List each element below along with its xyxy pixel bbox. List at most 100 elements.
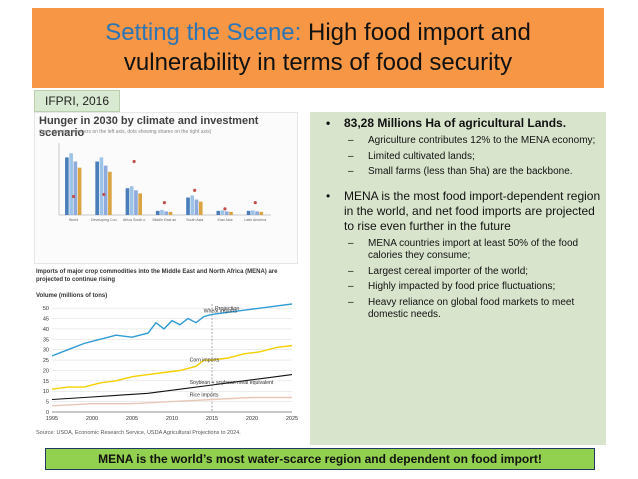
bullet-glyph: •: [326, 116, 331, 130]
hunger-bar: [129, 186, 134, 215]
imports-x-tick-label: 2020: [246, 416, 258, 422]
sub-item: – Agriculture contributes 12% to the MENA…: [348, 135, 604, 148]
imports-series-label: Corn imports: [190, 357, 220, 363]
hunger-bar: [259, 211, 264, 215]
imports-series-line: [51, 303, 293, 357]
hunger-category-label: Africa South o: [123, 218, 146, 222]
imports-y-tick-label: 35: [43, 337, 49, 343]
imports-y-tick-label: 40: [43, 327, 49, 333]
hunger-category-label: Developing Cou: [91, 218, 117, 222]
bullet-import-dependence: • MENA is the most food import-dependent…: [326, 189, 604, 234]
sub-item: – MENA countries import at least 50% of t…: [348, 238, 604, 263]
imports-y-tick-label: 0: [46, 410, 49, 416]
imports-figure: Imports of major crop commodities into t…: [34, 268, 298, 442]
sub-glyph: –: [348, 237, 354, 249]
hunger-bar: [229, 211, 233, 215]
imports-y-tick-label: 50: [43, 306, 49, 312]
bullet-list: • 83,28 Millions Ha of agricultural Land…: [326, 116, 604, 325]
sub-glyph: –: [348, 166, 354, 177]
hunger-bar: [220, 210, 225, 215]
hunger-figure: Hunger in 2030 by climate and investment…: [34, 112, 298, 264]
hunger-bar: [134, 190, 138, 215]
sub-text: Agriculture contributes 12% to the MENA …: [368, 135, 596, 146]
hunger-bar: [194, 199, 199, 215]
hunger-bar: [69, 153, 73, 215]
sub-text: Largest cereal importer of the world;: [368, 265, 529, 277]
source-tag: IFPRI, 2016: [34, 90, 120, 112]
imports-y-tick-label: 25: [43, 358, 49, 364]
imports-y-tick-label: 10: [43, 389, 49, 395]
hunger-bar: [103, 165, 108, 215]
hunger-category-label: Middle East an: [153, 218, 177, 222]
sub-glyph: –: [348, 135, 354, 146]
hunger-category-label: South Asia: [186, 218, 203, 222]
sub-list: – MENA countries import at least 50% of t…: [326, 238, 604, 322]
hunger-share-dot: [132, 159, 136, 164]
hunger-bar: [198, 201, 203, 215]
imports-x-tick-label: 2025: [286, 416, 298, 422]
hunger-bar: [77, 167, 82, 215]
sub-text: Heavy reliance on global food markets to…: [368, 296, 575, 321]
imports-series-label: Soybean + soybean meal equivalent: [190, 380, 274, 386]
imports-x-tick-label: 2015: [206, 416, 218, 422]
sub-item: – Limited cultivated lands;: [348, 151, 604, 164]
bullet-glyph: •: [326, 188, 331, 203]
imports-x-tick-label: 2010: [166, 416, 178, 422]
hunger-bar: [255, 211, 259, 215]
sub-item: – Small farms (less than 5ha) are the bac…: [348, 166, 604, 179]
hunger-bar: [160, 209, 164, 215]
sub-item: – Heavy reliance on global food markets t…: [348, 297, 604, 322]
hunger-bar: [138, 193, 142, 215]
imports-series-label: Rice imports: [190, 393, 219, 399]
hunger-bar: [65, 157, 69, 215]
bullet-panel: • 83,28 Millions Ha of agricultural Land…: [310, 112, 606, 445]
hunger-bar: [73, 161, 78, 215]
hunger-category-label: World: [69, 218, 78, 222]
hunger-bar: [155, 210, 160, 215]
hunger-bar: [190, 195, 195, 215]
imports-series-line: [51, 344, 293, 390]
sub-item: – Largest cereal importer of the world;: [348, 266, 604, 279]
hunger-figure-title: Hunger in 2030 by climate and investment…: [39, 115, 259, 139]
hunger-share-dot: [162, 201, 166, 205]
bullet-agricultural-lands: • 83,28 Millions Ha of agricultural Land…: [326, 116, 604, 131]
hunger-bar: [224, 211, 229, 215]
sub-item: – Highly impacted by food price fluctuati…: [348, 281, 604, 294]
hunger-bar: [108, 171, 112, 215]
imports-x-tick-label: 2000: [86, 416, 98, 422]
hunger-category-label: East Asia: [217, 218, 232, 222]
hunger-figure-subtitle: (bars showing numbers on the left axis, …: [39, 129, 212, 135]
hunger-share-dot: [71, 194, 76, 199]
hunger-bar: [216, 210, 221, 215]
sub-list: – Agriculture contributes 12% to the MENA…: [326, 135, 604, 179]
sub-glyph: –: [348, 150, 354, 162]
hunger-category-label: Latin America: [244, 218, 266, 222]
hunger-share-dot: [223, 207, 227, 211]
imports-y-tick-label: 5: [46, 400, 49, 406]
sub-glyph: –: [348, 296, 354, 308]
hunger-chart: World Developing Cou Africa South o Middle …: [58, 143, 271, 222]
footer-callout: MENA is the world’s most water-scarce re…: [45, 448, 595, 470]
hunger-bar: [125, 188, 130, 215]
imports-y-axis-label: Volume (millions of tons): [36, 293, 108, 299]
imports-series-line: [51, 374, 293, 401]
sub-glyph: –: [348, 281, 354, 292]
slide-title: Setting the Scene: High food import and …: [50, 18, 586, 78]
hunger-share-dot: [253, 201, 257, 205]
sub-text: Highly impacted by food price fluctuatio…: [368, 281, 556, 292]
sub-glyph: –: [348, 265, 354, 277]
imports-x-tick-label: 2005: [126, 416, 138, 422]
hunger-share-dot: [102, 192, 106, 197]
sub-text: Limited cultivated lands;: [368, 150, 475, 162]
hunger-bar: [186, 197, 190, 215]
hunger-bar: [246, 210, 251, 215]
imports-figure-title: Imports of major crop commodities into t…: [36, 269, 278, 283]
bullet-text: 83,28 Millions Ha of agricultural Lands.: [344, 116, 567, 130]
imports-y-tick-label: 45: [43, 317, 49, 323]
imports-series-label: Wheat imports: [204, 308, 238, 314]
imports-source: Source: USDA, Economic Research Service,…: [36, 430, 241, 436]
hunger-bar: [251, 210, 255, 215]
imports-y-tick-label: 20: [43, 368, 49, 374]
imports-projection-label: Projection: [215, 306, 239, 312]
